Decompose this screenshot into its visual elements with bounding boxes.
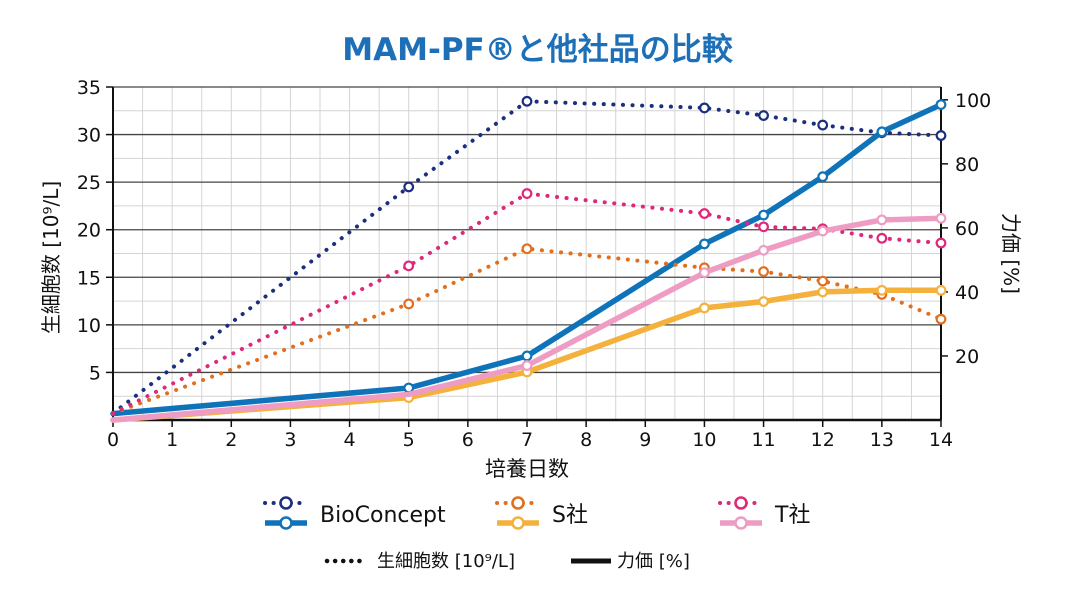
data-point [935, 284, 947, 296]
data-point [876, 284, 888, 296]
data-point [817, 286, 829, 298]
data-point [521, 95, 533, 107]
x-tick-label: 12 [811, 429, 835, 451]
y-left-axis-title: 生細胞数 [10⁹/L] [39, 181, 63, 334]
series-line [111, 99, 943, 416]
chart-title: MAM-PF®と他社品の比較 [342, 32, 733, 68]
x-tick-label: 3 [284, 429, 296, 451]
y-right-tick-label: 20 [955, 346, 979, 368]
series-line [111, 246, 943, 416]
legend [263, 496, 764, 564]
data-point [699, 102, 710, 114]
data-point [758, 221, 769, 233]
data-point [817, 119, 829, 131]
data-point [817, 275, 829, 287]
legend-solid-marker [734, 516, 748, 530]
series-line [110, 101, 944, 417]
legend-dotted-marker [279, 496, 293, 510]
style-key-dotted-label: 生細胞数 [10⁹/L] [377, 551, 515, 572]
x-tick-label: 10 [692, 429, 716, 451]
data-point [876, 126, 888, 138]
data-series [110, 95, 947, 423]
y-left-tick-label: 10 [77, 315, 101, 337]
data-point [876, 232, 888, 244]
legend-solid-marker [279, 516, 293, 530]
data-point [876, 214, 888, 226]
data-point [758, 244, 769, 256]
data-point [521, 243, 533, 255]
data-point [758, 266, 769, 277]
y-left-tick-label: 5 [89, 362, 101, 384]
legend-dotted-marker [734, 496, 748, 510]
legend-solid-marker [511, 516, 525, 530]
data-point [817, 225, 829, 237]
x-tick-label: 11 [751, 429, 775, 451]
y-right-tick-label: 40 [955, 282, 979, 304]
legend-dotted-marker [511, 496, 525, 510]
y-right-axis-title: 力価 [%] [999, 213, 1023, 294]
x-axis-title: 培養日数 [485, 457, 569, 481]
data-point [699, 208, 710, 219]
x-tick-label: 9 [639, 429, 651, 451]
y-left-tick-label: 35 [77, 77, 101, 99]
data-point [817, 171, 829, 183]
y-right-tick-label: 80 [955, 154, 979, 176]
data-point [521, 360, 533, 371]
data-point [699, 267, 710, 279]
legend-entry-label: T社 [774, 503, 810, 528]
y-left-tick-label: 25 [77, 172, 101, 194]
data-point [699, 238, 710, 250]
series-line [110, 215, 944, 423]
x-tick-label: 1 [166, 429, 178, 451]
style-key-solid-label: 力価 [%] [617, 551, 690, 572]
x-tick-label: 6 [462, 429, 474, 451]
y-right-tick-label: 60 [955, 218, 979, 240]
x-tick-label: 0 [107, 429, 119, 451]
y-left-tick-label: 15 [77, 267, 101, 289]
data-point [403, 181, 415, 193]
data-point [403, 260, 415, 272]
y-left-tick-label: 30 [77, 125, 101, 147]
data-point [935, 99, 947, 111]
data-point [935, 313, 947, 325]
y-left-tick-label: 20 [77, 220, 101, 242]
data-point [758, 296, 769, 307]
legend-entry-label: BioConcept [320, 503, 446, 528]
y-right-tick-label: 100 [955, 90, 991, 112]
x-tick-label: 7 [521, 429, 533, 451]
x-tick-label: 4 [344, 429, 356, 451]
data-point [935, 237, 947, 249]
series-line [110, 287, 944, 423]
x-tick-label: 2 [225, 429, 237, 451]
data-point [699, 302, 710, 314]
data-point [935, 130, 947, 141]
x-tick-label: 14 [929, 429, 953, 451]
data-point [521, 350, 533, 362]
legend-entry-label: S社 [552, 503, 588, 528]
x-tick-label: 5 [403, 429, 415, 451]
data-point [403, 298, 415, 310]
x-tick-label: 13 [870, 429, 894, 451]
series-line [111, 191, 943, 416]
data-point [758, 209, 769, 221]
data-point [521, 188, 533, 199]
data-point [935, 212, 947, 224]
data-point [758, 110, 769, 121]
x-tick-label: 8 [580, 429, 592, 451]
